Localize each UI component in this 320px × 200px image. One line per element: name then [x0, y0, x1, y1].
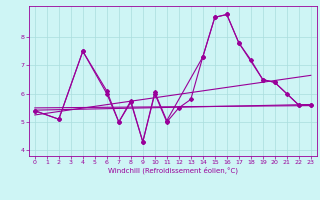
X-axis label: Windchill (Refroidissement éolien,°C): Windchill (Refroidissement éolien,°C) — [108, 167, 238, 174]
